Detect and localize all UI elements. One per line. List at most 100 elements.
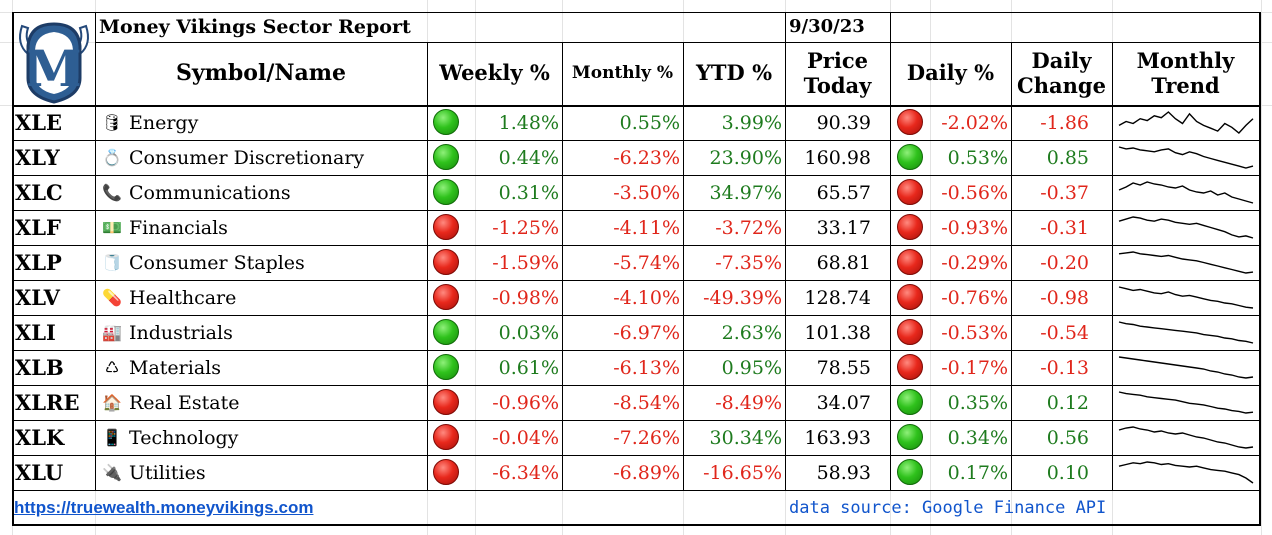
header-ytd-text: YTD % (695, 60, 773, 86)
monthly-percent-cell: -6.89% (613, 461, 680, 484)
header-daily: Daily % (890, 42, 1011, 105)
toilet-paper-icon: 🧻 (102, 253, 122, 272)
monthly-trend-sparkline (1118, 426, 1254, 449)
price-today-cell: 68.81 (816, 251, 871, 274)
weekly-percent-cell: 1.48% (498, 111, 559, 134)
monthly-percent-cell: -6.13% (613, 356, 680, 379)
price-today-cell: 160.98 (804, 146, 871, 169)
weekly-indicator-red-dot (433, 459, 459, 485)
truewealth-link[interactable]: https://truewealth.moneyvikings.com (14, 498, 314, 517)
ytd-percent-cell: -16.65% (703, 461, 782, 484)
daily-indicator-red-dot (897, 249, 923, 275)
daily-change-cell: -0.31 (1040, 216, 1089, 239)
symbol-cell: XLC (15, 180, 63, 205)
daily-change-cell: 0.12 (1046, 391, 1089, 414)
trend-line (1118, 251, 1254, 274)
border-h (12, 350, 1261, 351)
money-bag-icon: 💵 (102, 218, 122, 237)
price-today-cell: 90.39 (816, 111, 871, 134)
border-h (12, 245, 1261, 246)
daily-change-cell: -0.13 (1040, 356, 1089, 379)
monthly-percent-cell: -3.50% (613, 181, 680, 204)
daily-indicator-green-dot (897, 389, 923, 415)
sector-name-cell: 💵 Financials (95, 210, 433, 245)
data-source-note: data source: Google Finance API (789, 498, 1107, 518)
trend-line (1118, 216, 1254, 239)
symbol-cell: XLI (15, 320, 56, 345)
daily-percent-cell: 0.53% (947, 146, 1008, 169)
sector-name-cell: 📞 Communications (95, 175, 433, 210)
monthly-percent-cell: -5.74% (613, 251, 680, 274)
gridline-v (475, 0, 476, 535)
border-v (890, 42, 891, 490)
pill-icon: 💊 (102, 288, 122, 307)
border-h (12, 455, 1261, 456)
header-price-today-text: Price (807, 48, 868, 74)
border-h (12, 315, 1261, 316)
weekly-percent-cell: -0.96% (492, 391, 559, 414)
daily-percent-cell: 0.17% (947, 461, 1008, 484)
border-v (562, 42, 563, 490)
daily-indicator-red-dot (897, 109, 923, 135)
money-vikings-logo: M (14, 14, 94, 104)
daily-change-cell: -0.37 (1040, 181, 1089, 204)
weekly-indicator-green-dot (433, 319, 459, 345)
monthly-percent-cell: -6.23% (613, 146, 680, 169)
price-today-cell: 128.74 (804, 286, 871, 309)
weekly-indicator-red-dot (433, 284, 459, 310)
sector-name-text: Real Estate (129, 391, 240, 414)
weekly-percent-cell: -1.25% (492, 216, 559, 239)
sector-name-text: Consumer Staples (129, 251, 305, 274)
sector-name-cell: ♺ Materials (95, 350, 433, 385)
monthly-percent-cell: -6.97% (613, 321, 680, 344)
oil-barrel-icon: 🛢 (101, 113, 123, 132)
border-v (12, 12, 14, 524)
house-icon: 🏠 (102, 393, 122, 412)
header-monthly-trend: Monthly Trend (1112, 42, 1259, 105)
ytd-percent-cell: 30.34% (709, 426, 782, 449)
sector-name-cell: 💍 Consumer Discretionary (95, 140, 433, 175)
border-h (12, 420, 1261, 421)
daily-change-cell: 0.85 (1046, 146, 1089, 169)
sector-name-text: Technology (129, 426, 239, 449)
daily-percent-cell: -2.02% (941, 111, 1008, 134)
weekly-percent-cell: 0.44% (498, 146, 559, 169)
border-h (12, 175, 1261, 176)
border-v (427, 42, 428, 490)
symbol-cell: XLP (15, 250, 62, 275)
sector-name-text: Consumer Discretionary (129, 146, 365, 169)
header-monthly-trend-text: Monthly (1136, 48, 1235, 74)
monthly-percent-cell: -8.54% (613, 391, 680, 414)
weekly-percent-cell: -0.04% (492, 426, 559, 449)
monthly-percent-cell: -4.10% (613, 286, 680, 309)
ytd-percent-cell: 23.90% (709, 146, 782, 169)
symbol-cell: XLF (15, 215, 61, 240)
ytd-percent-cell: -8.49% (715, 391, 782, 414)
monthly-trend-sparkline (1118, 286, 1254, 309)
header-weekly-text: Weekly % (439, 60, 550, 86)
weekly-percent-cell: -6.34% (492, 461, 559, 484)
border-v (1112, 42, 1113, 490)
mobile-phone-icon: 📱 (102, 428, 122, 447)
border-v (683, 42, 684, 490)
daily-indicator-green-dot (897, 459, 923, 485)
weekly-indicator-green-dot (433, 109, 459, 135)
trend-line (1118, 181, 1254, 204)
weekly-indicator-red-dot (433, 214, 459, 240)
monthly-trend-sparkline (1118, 461, 1254, 484)
daily-change-cell: -1.86 (1040, 111, 1089, 134)
weekly-indicator-red-dot (433, 389, 459, 415)
logo-letter: M (26, 39, 81, 98)
price-today-cell: 58.93 (816, 461, 871, 484)
daily-percent-cell: 0.34% (947, 426, 1008, 449)
monthly-trend-sparkline (1118, 356, 1254, 379)
border-h (12, 210, 1261, 211)
border-v (1259, 12, 1261, 524)
ytd-percent-cell: 2.63% (721, 321, 782, 344)
weekly-percent-cell: 0.31% (498, 181, 559, 204)
header-symbol-name: Symbol/Name (95, 42, 427, 105)
sector-name-cell: 🔌 Utilities (95, 455, 433, 490)
border-h (12, 524, 1261, 526)
price-today-cell: 163.93 (804, 426, 871, 449)
